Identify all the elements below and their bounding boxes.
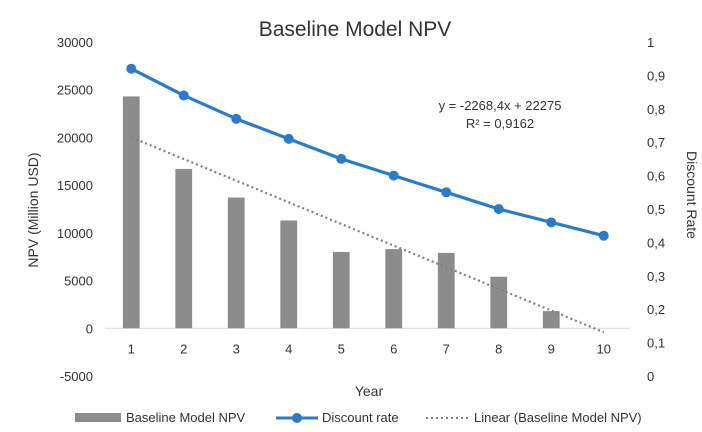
npv-bar [490,276,508,329]
discount-rate-point [546,217,557,228]
npv-bar [280,220,298,329]
left-tick-label: 0 [86,321,93,336]
left-tick-label: 15000 [57,178,93,193]
discount-rate-point [493,204,504,214]
left-axis-title: NPV (Million USD) [25,152,41,267]
x-tick-label: 4 [285,341,292,356]
right-tick-label: 0,4 [647,235,665,250]
discount-rate-point [336,153,347,164]
discount-rate-point [126,63,137,74]
x-tick-label: 6 [390,341,397,356]
legend-label-trend: Linear (Baseline Model NPV) [474,410,642,425]
legend-swatch-marker [292,413,302,423]
x-tick-label: 2 [180,341,187,356]
discount-rate-point [283,133,294,144]
trendline [130,136,605,334]
npv-bar [122,96,140,329]
right-tick-label: 0,5 [647,202,665,217]
right-tick-label: 0,2 [647,302,665,317]
trendline-r2: R² = 0,9162 [466,116,534,131]
discount-rate-points [126,63,609,241]
discount-rate-point [388,170,399,181]
right-tick-label: 0,6 [647,169,665,184]
right-axis-title: Discount Rate [684,151,700,239]
discount-rate-point [598,230,609,241]
npv-bar [385,249,403,329]
left-tick-label: 5000 [64,274,93,289]
x-tick-label: 7 [443,341,450,356]
npv-bar [175,168,193,329]
right-axis-ticks: 0 0,1 0,2 0,3 0,4 0,5 0,6 0,7 0,8 0,9 1 [647,35,665,384]
x-tick-label: 3 [233,341,240,356]
legend: Baseline Model NPV Discount rate Linear … [75,410,642,425]
discount-rate-point [441,187,452,198]
left-axis-ticks: -5000 0 5000 10000 15000 20000 25000 30000 [57,35,93,384]
x-tick-label: 1 [128,341,135,356]
left-tick-label: 30000 [57,35,93,50]
discount-rate-point [178,90,189,101]
discount-rate-line [130,67,605,238]
chart-title: Baseline Model NPV [259,18,452,41]
npv-bar [542,311,560,329]
npv-bar [332,251,350,329]
x-tick-label: 5 [338,341,345,356]
right-tick-label: 0,9 [647,68,665,83]
legend-label-bar: Baseline Model NPV [126,410,246,425]
x-tick-label: 10 [597,341,611,356]
left-tick-label: 25000 [57,83,93,98]
right-tick-label: 0,8 [647,102,665,117]
npv-bar [437,252,455,329]
right-tick-label: 1 [647,35,654,50]
right-tick-label: 0,3 [647,269,665,284]
left-tick-label: 20000 [57,130,93,145]
bar-series [122,96,560,329]
trendline-equation: y = -2268,4x + 22275 [439,98,562,113]
left-tick-label: -5000 [60,369,93,384]
left-tick-label: 10000 [57,226,93,241]
legend-label-line: Discount rate [322,410,399,425]
discount-rate-point [231,113,242,124]
x-axis-ticks: 1 2 3 4 5 6 7 8 9 10 [128,341,611,356]
legend-swatch-bar [75,413,121,422]
right-tick-label: 0,7 [647,135,665,150]
npv-bar [227,197,245,329]
right-tick-label: 0,1 [647,336,665,351]
right-tick-label: 0 [647,369,654,384]
x-axis-title: Year [355,383,384,399]
x-tick-label: 9 [548,341,555,356]
x-tick-label: 8 [495,341,502,356]
